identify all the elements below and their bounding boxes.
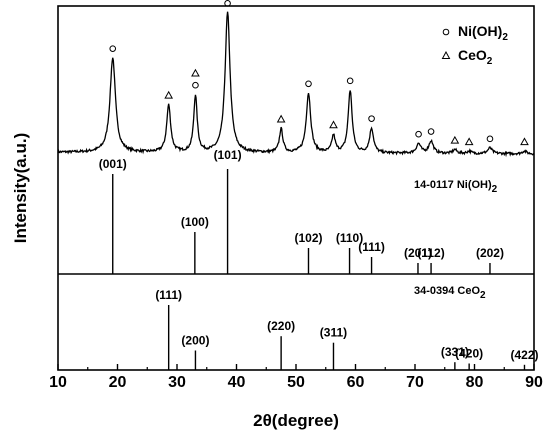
ni-oh2-peak-marker: [427, 128, 435, 135]
diffraction-pattern: [57, 0, 535, 158]
ni-oh2-peak-marker: [192, 81, 199, 89]
ceo2-peak-marker: [520, 137, 529, 146]
miller-index-label: (422): [510, 348, 538, 362]
x-tick-label: 10: [49, 374, 67, 391]
ceo2-peak-marker: [191, 68, 200, 77]
ceo2-peak-marker: [329, 120, 338, 129]
ni-oh2-peak-marker: [368, 115, 375, 122]
x-tick-label: 70: [406, 374, 424, 391]
miller-index-label: (311): [320, 326, 347, 340]
miller-index-label: (101): [214, 148, 242, 162]
reference-card-label-subscript: 2: [492, 184, 498, 195]
x-tick-label: 50: [287, 374, 305, 391]
reference-card-label: 34-0394 CeO2: [414, 285, 486, 301]
ni-oh2-peak-marker: [305, 80, 312, 88]
legend-entry-subscript: 2: [487, 56, 493, 67]
miller-index-label: (111): [358, 240, 385, 254]
x-tick-label: 20: [109, 374, 127, 391]
ceo2-peak-marker: [164, 90, 174, 99]
miller-index-label: (201): [404, 246, 432, 260]
ni-oh2-peak-marker: [346, 77, 354, 85]
miller-index-label: (331): [441, 345, 469, 359]
reference-card-label: 14-0117 Ni(OH)2: [414, 179, 498, 195]
ni-oh2-peak-marker: [109, 45, 117, 52]
reference-card-label-subscript: 2: [480, 290, 486, 301]
ceo2-peak-marker: [464, 137, 474, 146]
ceo2-peak-marker: [276, 114, 286, 123]
ceo2-peak-marker: [450, 135, 460, 144]
miller-index-label: (110): [336, 231, 363, 245]
x-tick-label: 60: [347, 374, 365, 391]
legend-entry: CeO2: [458, 47, 493, 67]
reference-patterns: (001)(100)(101)(102) (110)(111) (201)(112)…: [99, 148, 538, 370]
xrd-curve: [57, 11, 535, 158]
x-tick-label: 80: [466, 374, 484, 391]
legend-entry-subscript: 2: [502, 32, 508, 43]
reference-card-label-main: 34-0394 CeO: [414, 285, 480, 297]
ni-oh2-peak-marker: [486, 135, 494, 143]
miller-index-label: (200): [181, 334, 209, 348]
legend-triangle-marker: [441, 50, 451, 59]
reference-card-label-main: 14-0117 Ni(OH): [414, 179, 492, 191]
miller-index-label: (001): [99, 157, 127, 171]
legend-entry: Ni(OH)2: [458, 23, 508, 43]
axes: 10 20 30 40 50 60 70 80 90 2θ(degree) Intensity(a.…: [11, 5, 543, 430]
x-tick-label: 30: [168, 374, 186, 391]
miller-index-label: (100): [181, 215, 209, 229]
miller-index-label: (220): [267, 319, 295, 333]
miller-index-label: (202): [476, 246, 504, 260]
x-tick-label: 90: [525, 374, 543, 391]
y-axis-title: Intensity(a.u.): [11, 133, 30, 244]
miller-index-label: (111): [155, 288, 182, 302]
x-tick-label: 40: [228, 374, 246, 391]
miller-index-label: (420): [455, 347, 483, 361]
x-axis-title: 2θ(degree): [253, 411, 339, 430]
ni-oh2-peak-marker: [415, 130, 422, 138]
legend-entry-main: CeO: [458, 47, 487, 63]
legend-circle-marker: [442, 28, 450, 36]
legend-entry-main: Ni(OH): [458, 23, 502, 39]
miller-index-label: (102): [294, 231, 322, 245]
miller-index-label: (112): [417, 246, 444, 260]
